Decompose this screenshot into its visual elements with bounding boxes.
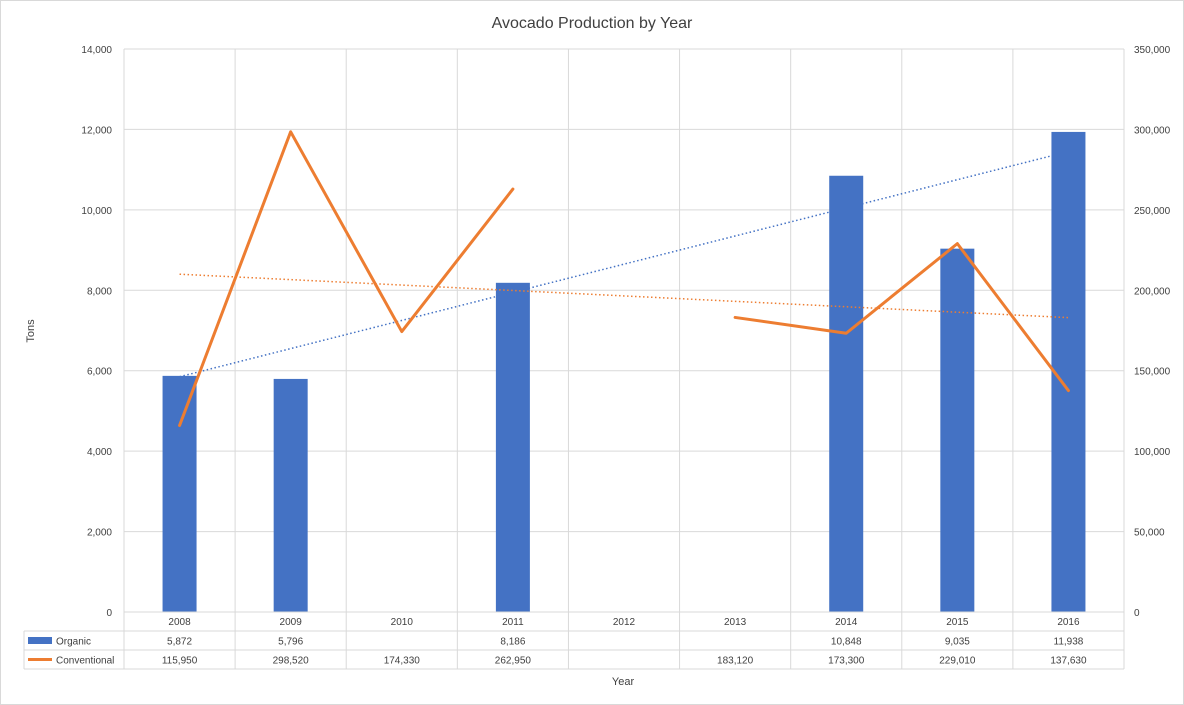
y-right-tick-label: 50,000: [1134, 528, 1165, 539]
y-left-tick-label: 6,000: [87, 367, 112, 378]
data-label: 298,520: [273, 656, 310, 667]
bar-organic: [273, 378, 308, 612]
data-label: 115,950: [162, 656, 198, 667]
data-table: 2008 2009 2010 2011 2012 2013 2014 2015 2016 Orga…: [23, 611, 1125, 670]
x-tick-label: 2008: [168, 617, 191, 628]
x-tick-label: 2015: [946, 617, 969, 628]
data-label: 5,796: [278, 637, 303, 648]
bar-organic: [1051, 131, 1086, 612]
data-label: 10,848: [831, 637, 862, 648]
x-tick-label: 2009: [280, 617, 303, 628]
data-label: 229,010: [939, 656, 976, 667]
y-left-tick-label: 10,000: [81, 206, 112, 217]
data-label: 11,938: [1054, 637, 1084, 648]
axis-ticks: 0 2,000 4,000 6,000 8,000 10,000 12,000 14,000 0…: [81, 45, 1170, 619]
data-label: 8,186: [500, 637, 525, 648]
bar-organic: [495, 282, 530, 612]
data-label: 173,300: [828, 656, 865, 667]
lines: [178, 130, 1070, 427]
bar-organic: [829, 175, 864, 612]
x-tick-label: 2013: [724, 617, 747, 628]
bar-organic: [940, 248, 975, 612]
line-conventional: [733, 242, 1070, 393]
y-left-tick-label: 4,000: [87, 447, 112, 458]
y-right-tick-label: 250,000: [1134, 206, 1171, 217]
y-right-tick-label: 350,000: [1134, 45, 1171, 56]
x-tick-label: 2011: [502, 617, 524, 628]
data-label: 174,330: [384, 656, 421, 667]
data-label: 5,872: [167, 637, 192, 648]
y-left-tick-label: 8,000: [87, 286, 112, 297]
chart-title: Avocado Production by Year: [492, 15, 693, 32]
y-left-tick-label: 14,000: [81, 45, 112, 56]
data-label: 137,630: [1050, 656, 1087, 667]
bar-organic: [162, 375, 197, 612]
y-right-tick-label: 300,000: [1134, 125, 1171, 136]
y-right-tick-label: 200,000: [1134, 286, 1171, 297]
line-conventional: [178, 130, 515, 427]
legend-entry: Conventional: [56, 656, 114, 667]
x-tick-label: 2016: [1057, 617, 1080, 628]
y-right-tick-label: 100,000: [1134, 447, 1171, 458]
x-tick-label: 2012: [613, 617, 636, 628]
x-axis-title: Year: [612, 676, 635, 688]
bars: [162, 131, 1086, 612]
data-label: 262,950: [495, 656, 532, 667]
x-tick-label: 2010: [391, 617, 414, 628]
y-left-tick-label: 2,000: [87, 528, 112, 539]
y-axis-title: Tons: [25, 319, 37, 343]
x-tick-label: 2014: [835, 617, 858, 628]
y-left-tick-label: 0: [106, 608, 112, 619]
y-right-tick-label: 0: [1134, 608, 1140, 619]
trendline-conventional: [179, 273, 1069, 319]
legend-entry: Organic: [56, 637, 91, 648]
legend-key-organic: [28, 637, 52, 644]
data-label: 9,035: [945, 637, 970, 648]
y-left-tick-label: 12,000: [81, 125, 112, 136]
y-right-tick-label: 150,000: [1134, 367, 1171, 378]
data-label: 183,120: [717, 656, 754, 667]
trendline-organic: [179, 150, 1069, 378]
